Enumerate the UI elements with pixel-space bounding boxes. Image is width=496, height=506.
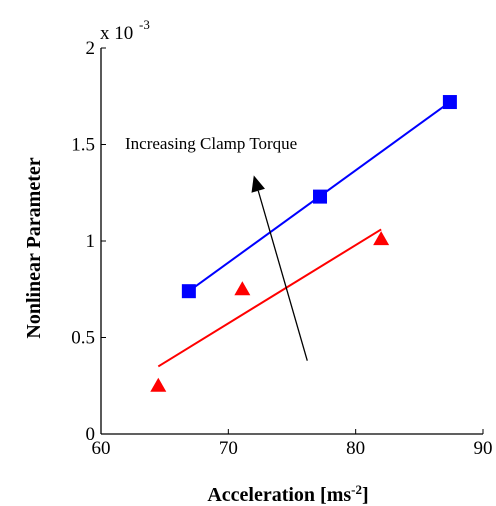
y-scale-exponent: -3 (139, 17, 150, 32)
x-tick-label: 60 (92, 438, 111, 459)
axes (100, 48, 483, 435)
arrow-shaft (257, 190, 308, 361)
y-tick-label: 1 (86, 231, 96, 252)
x-axis-title: Acceleration [ms-2] (207, 482, 368, 506)
y-axis-title: Nonlinear Parameter (23, 157, 45, 338)
data-points (150, 95, 457, 392)
triangle-marker (373, 231, 390, 246)
y-tick-label: 0 (86, 424, 96, 445)
fit-line (157, 228, 382, 368)
annotation-arrow (251, 175, 308, 361)
x-tick-label: 90 (474, 438, 493, 459)
ticks: 60 70 80 90 0 0.5 1 1.5 2 (71, 38, 492, 459)
y-tick-label: 0.5 (71, 328, 95, 349)
triangle-marker (234, 281, 251, 296)
triangle-marker (150, 377, 167, 392)
y-tick-label: 1.5 (71, 135, 95, 156)
x-axis-label-close: ] (362, 484, 369, 506)
x-tick-label: 70 (219, 438, 238, 459)
x-tick-label: 80 (346, 438, 365, 459)
arrow-head (251, 175, 265, 193)
square-marker (313, 189, 328, 204)
square-marker (181, 284, 196, 299)
y-tick-label: 2 (86, 38, 96, 59)
square-marker (442, 95, 457, 110)
x-axis-unit-exponent: -2 (351, 482, 362, 497)
annotation-text: Increasing Clamp Torque (125, 134, 297, 153)
x-axis-label: Acceleration [ms (207, 484, 351, 506)
y-scale-prefix: x 10 (100, 23, 133, 44)
